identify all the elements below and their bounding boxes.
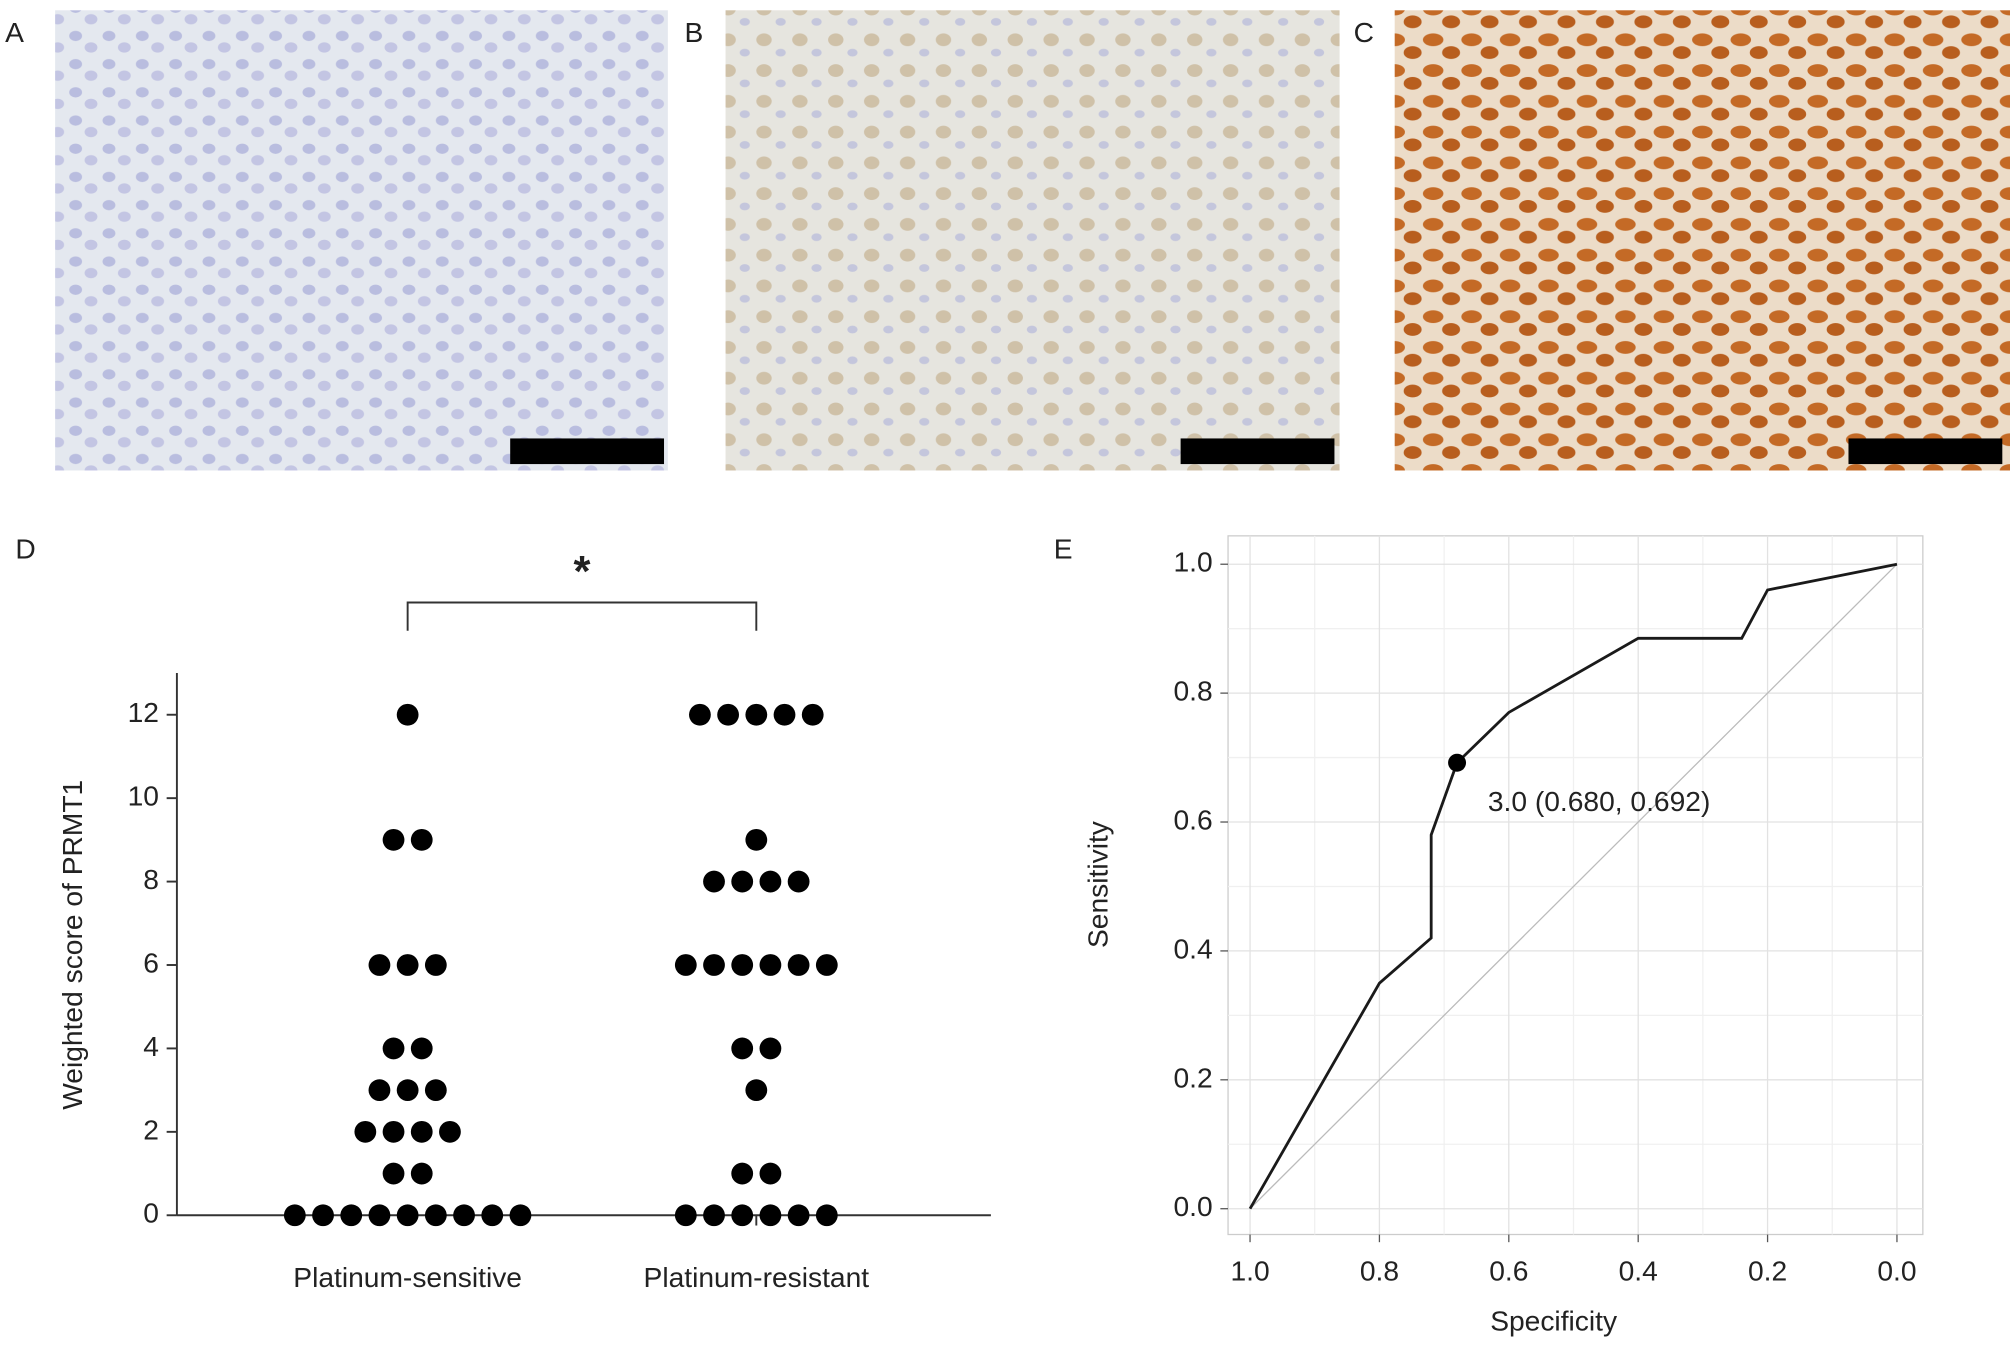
x-axis-label: Specificity [1490, 1304, 1618, 1336]
dot [424, 1079, 447, 1102]
scale-bar [1848, 438, 2003, 465]
x-tick-label: Platinum-resistant [644, 1261, 870, 1293]
dot [759, 954, 782, 976]
dot [424, 1204, 447, 1227]
dot [410, 1162, 433, 1185]
dot [481, 1204, 504, 1227]
x-tick-label: 1.0 [1230, 1254, 1269, 1286]
dot [703, 870, 725, 893]
y-tick-label: 0.0 [1173, 1190, 1212, 1222]
roc-curve [1248, 562, 1898, 1210]
y-axis-label: Weighted score of PRMT1 [56, 780, 88, 1110]
y-tick-label: 1.0 [1173, 546, 1212, 578]
x-tick-label: 0.6 [1489, 1254, 1528, 1286]
dot [815, 1204, 838, 1227]
dot [689, 703, 711, 726]
micrograph-b [725, 10, 1340, 471]
cutoff-label: 3.0 (0.680, 0.692) [1488, 785, 1711, 817]
dot [453, 1204, 475, 1227]
x-tick-label: 0.4 [1619, 1254, 1658, 1286]
dot [815, 954, 838, 976]
dot [787, 954, 810, 976]
dot [759, 1037, 782, 1060]
dot [759, 1162, 782, 1185]
dot [396, 1079, 419, 1102]
dot [745, 703, 768, 726]
dot [674, 954, 697, 976]
micrograph-c [1394, 10, 2010, 471]
dot [759, 870, 782, 893]
dot [382, 828, 405, 851]
reference-line [1249, 563, 1898, 1210]
dot [354, 1120, 377, 1143]
y-tick-label: 0 [143, 1197, 159, 1229]
y-tick-label: 12 [128, 696, 159, 728]
dot [674, 1204, 697, 1227]
dot [717, 703, 740, 726]
y-tick-label: 4 [143, 1030, 159, 1062]
panel-label: C [1354, 16, 1374, 48]
dot [368, 1079, 391, 1102]
panel-label: E [1054, 533, 1073, 565]
dot [801, 703, 824, 726]
micrograph-a [55, 10, 668, 471]
dot [439, 1120, 461, 1143]
dot [368, 954, 391, 976]
dot [382, 1120, 405, 1143]
x-tick-label: 0.2 [1748, 1254, 1787, 1286]
x-tick-label: 0.8 [1360, 1254, 1399, 1286]
y-tick-label: 10 [128, 780, 159, 812]
significance-label: * [573, 548, 590, 596]
dot [382, 1037, 405, 1060]
dot [773, 703, 796, 726]
panel-label: B [685, 16, 704, 48]
dot [396, 954, 419, 976]
dot [787, 870, 810, 893]
dot [787, 1204, 810, 1227]
y-axis-label: Sensitivity [1081, 820, 1113, 948]
scale-bar [510, 438, 665, 465]
y-tick-label: 6 [143, 946, 159, 978]
dot [731, 1162, 754, 1185]
x-tick-label: 0.0 [1877, 1254, 1916, 1286]
dot [382, 1162, 405, 1185]
scale-bar [1180, 438, 1335, 465]
dot [745, 1079, 768, 1102]
dot [312, 1204, 334, 1227]
dot [340, 1204, 363, 1227]
dot [368, 1204, 391, 1227]
y-tick-label: 0.6 [1173, 803, 1212, 835]
y-tick-label: 0.2 [1173, 1061, 1212, 1093]
y-tick-label: 0.4 [1173, 932, 1212, 964]
panel-label: A [5, 16, 24, 48]
dot [396, 703, 419, 726]
cutoff-point [1448, 753, 1467, 772]
dot [410, 1037, 433, 1060]
dot [731, 1037, 754, 1060]
dot [703, 954, 725, 976]
y-tick-label: 8 [143, 863, 159, 895]
panel-label: D [15, 533, 35, 565]
x-tick-label: Platinum-sensitive [293, 1261, 522, 1293]
dot [509, 1204, 532, 1227]
dot [731, 870, 754, 893]
dot [410, 1120, 433, 1143]
dot [410, 828, 433, 851]
y-tick-label: 2 [143, 1113, 159, 1145]
dot [731, 1204, 754, 1227]
significance-bracket [406, 601, 758, 631]
dot [703, 1204, 725, 1227]
dot [283, 1204, 306, 1227]
dot [424, 954, 447, 976]
dot [396, 1204, 419, 1227]
dot [745, 828, 768, 851]
y-tick-label: 0.8 [1173, 675, 1212, 707]
dot [731, 954, 754, 976]
dot [759, 1204, 782, 1227]
